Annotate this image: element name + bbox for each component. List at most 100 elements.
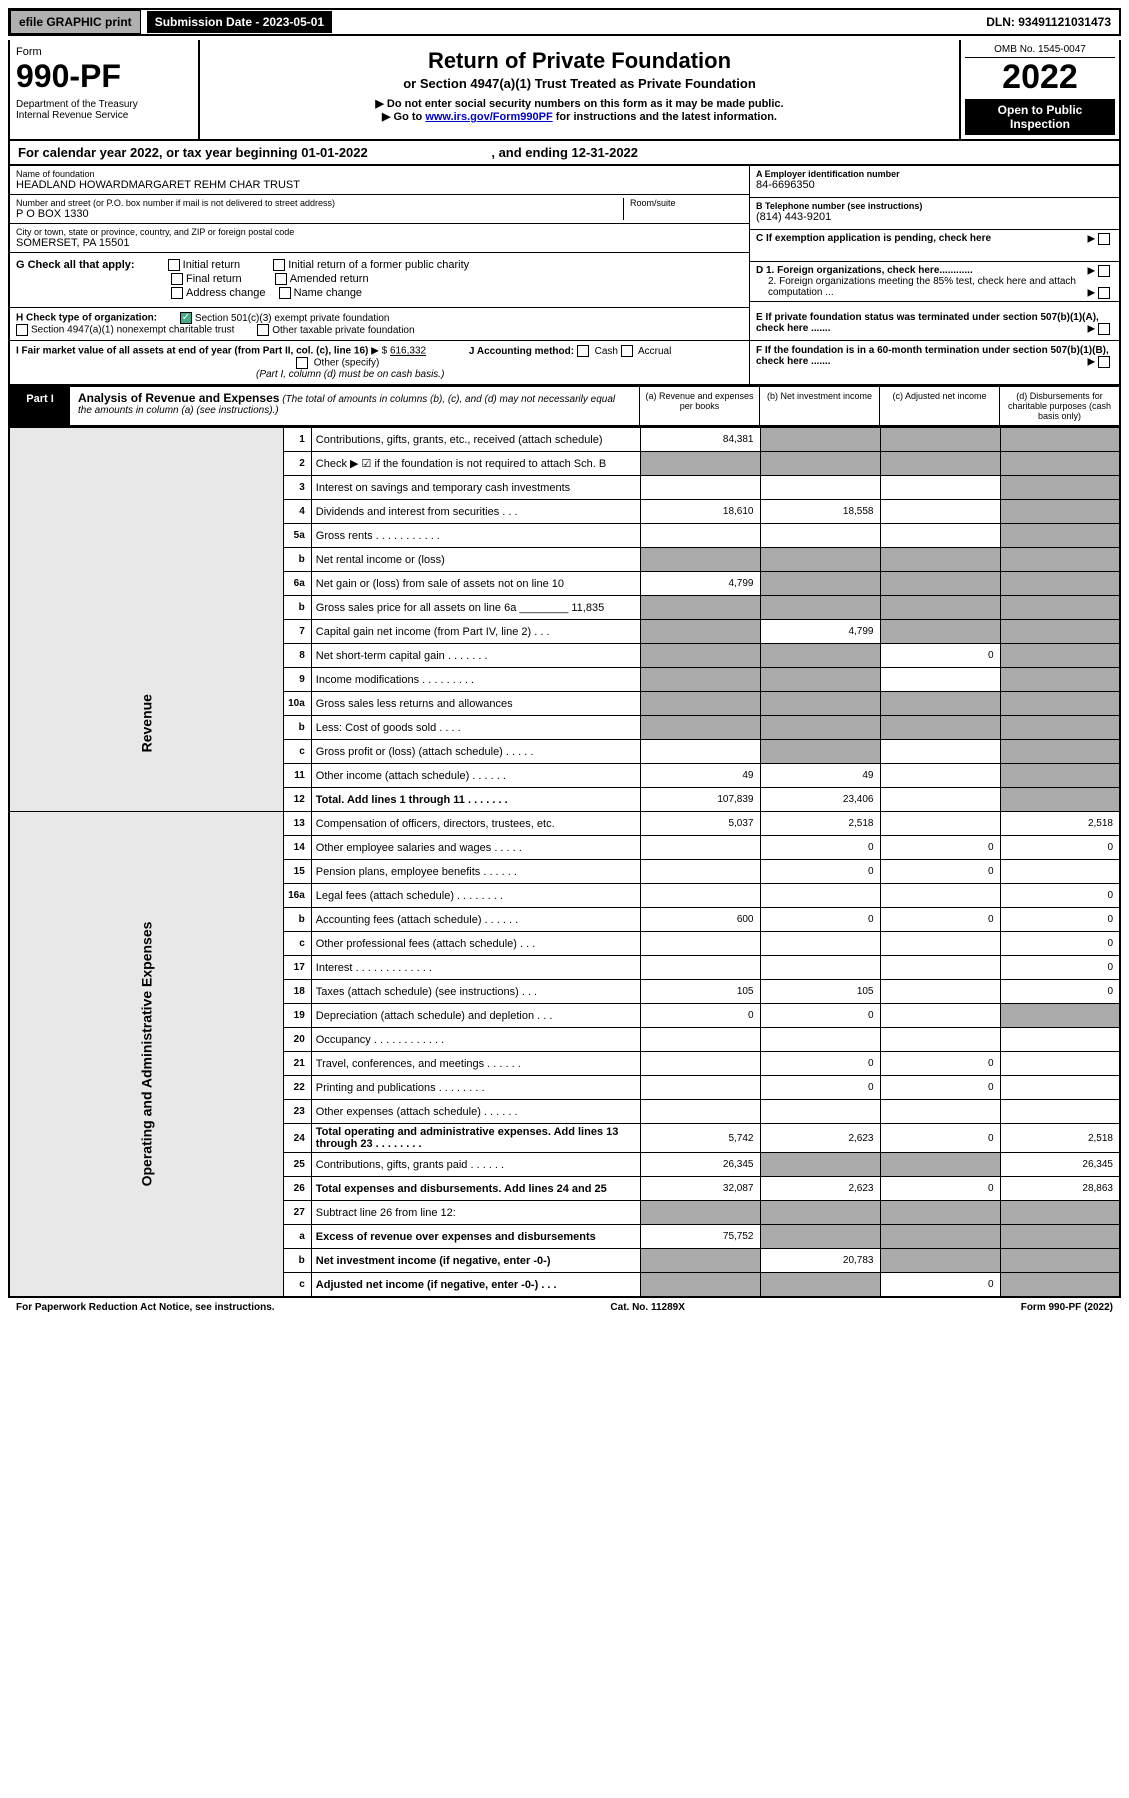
cal-mid: , and ending [488, 145, 572, 160]
row-desc: Gross rents . . . . . . . . . . . [311, 524, 640, 548]
cell-d [1000, 572, 1120, 596]
cell-a: 0 [640, 1004, 760, 1028]
i-value: 616,332 [390, 346, 426, 357]
row-number: c [283, 1273, 311, 1297]
row-number: b [283, 908, 311, 932]
cell-c [880, 452, 1000, 476]
cell-c [880, 812, 1000, 836]
cell-b [760, 452, 880, 476]
cell-d: 2,518 [1000, 1124, 1120, 1153]
cell-a: 75,752 [640, 1225, 760, 1249]
c-cell: C If exemption application is pending, c… [750, 230, 1119, 262]
cb-name[interactable] [279, 287, 291, 299]
cell-a: 105 [640, 980, 760, 1004]
cell-a [640, 1100, 760, 1124]
cb-other-acct[interactable] [296, 357, 308, 369]
year-begin: 01-01-2022 [301, 145, 368, 160]
cb-address[interactable] [171, 287, 183, 299]
cell-c [880, 692, 1000, 716]
header-right: OMB No. 1545-0047 2022 Open to Public In… [959, 40, 1119, 139]
cell-d [1000, 644, 1120, 668]
cb-d2[interactable] [1098, 287, 1110, 299]
cb-4947[interactable] [16, 324, 28, 336]
h3-label: Other taxable private foundation [272, 325, 414, 336]
irs-link[interactable]: www.irs.gov/Form990PF [425, 111, 552, 123]
cb-cash[interactable] [577, 345, 589, 357]
row-desc: Other professional fees (attach schedule… [311, 932, 640, 956]
row-number: 11 [283, 764, 311, 788]
row-number: 3 [283, 476, 311, 500]
cell-d [1000, 428, 1120, 452]
row-desc: Net gain or (loss) from sale of assets n… [311, 572, 640, 596]
row-number: 4 [283, 500, 311, 524]
row-desc: Less: Cost of goods sold . . . . [311, 716, 640, 740]
cell-c: 0 [880, 836, 1000, 860]
row-desc: Dividends and interest from securities .… [311, 500, 640, 524]
cell-b: 0 [760, 836, 880, 860]
row-desc: Income modifications . . . . . . . . . [311, 668, 640, 692]
foundation-addr: P O BOX 1330 [16, 208, 623, 220]
row-number: 22 [283, 1076, 311, 1100]
efile-button[interactable]: efile GRAPHIC print [10, 10, 141, 34]
row-desc: Capital gain net income (from Part IV, l… [311, 620, 640, 644]
cell-b [760, 572, 880, 596]
row-desc: Taxes (attach schedule) (see instruction… [311, 980, 640, 1004]
cb-final[interactable] [171, 273, 183, 285]
row-desc: Interest on savings and temporary cash i… [311, 476, 640, 500]
cell-a [640, 596, 760, 620]
row-number: 25 [283, 1153, 311, 1177]
cell-a: 5,037 [640, 812, 760, 836]
cell-b: 4,799 [760, 620, 880, 644]
cal-pre: For calendar year 2022, or tax year begi… [18, 145, 301, 160]
row-desc: Total expenses and disbursements. Add li… [311, 1177, 640, 1201]
cell-a [640, 884, 760, 908]
row-desc: Subtract line 26 from line 12: [311, 1201, 640, 1225]
cell-a [640, 1201, 760, 1225]
cb-d1[interactable] [1098, 265, 1110, 277]
calendar-year-row: For calendar year 2022, or tax year begi… [8, 141, 1121, 166]
row-number: 20 [283, 1028, 311, 1052]
cb-initial-former[interactable] [273, 259, 285, 271]
tel-label: B Telephone number (see instructions) [756, 201, 1113, 211]
row-desc: Printing and publications . . . . . . . … [311, 1076, 640, 1100]
h-label: H Check type of organization: [16, 313, 157, 324]
cell-d: 0 [1000, 836, 1120, 860]
cell-c: 0 [880, 1124, 1000, 1153]
row-number: b [283, 716, 311, 740]
form-subtitle: or Section 4947(a)(1) Trust Treated as P… [208, 76, 951, 91]
cell-a: 49 [640, 764, 760, 788]
opt-amended: Amended return [290, 273, 369, 285]
row-desc: Legal fees (attach schedule) . . . . . .… [311, 884, 640, 908]
row-desc: Contributions, gifts, grants, etc., rece… [311, 428, 640, 452]
cb-f[interactable] [1098, 356, 1110, 368]
form-number: 990-PF [16, 58, 192, 95]
cell-d [1000, 1225, 1120, 1249]
cell-c [880, 932, 1000, 956]
row-desc: Net investment income (if negative, ente… [311, 1249, 640, 1273]
row-desc: Other income (attach schedule) . . . . .… [311, 764, 640, 788]
foundation-name: HEADLAND HOWARDMARGARET REHM CHAR TRUST [16, 179, 743, 191]
row-desc: Depreciation (attach schedule) and deple… [311, 1004, 640, 1028]
row-number: 10a [283, 692, 311, 716]
row-desc: Excess of revenue over expenses and disb… [311, 1225, 640, 1249]
cell-a [640, 644, 760, 668]
row-desc: Other employee salaries and wages . . . … [311, 836, 640, 860]
form-title: Return of Private Foundation [208, 48, 951, 74]
row-desc: Total operating and administrative expen… [311, 1124, 640, 1153]
cell-c [880, 1153, 1000, 1177]
cell-c [880, 620, 1000, 644]
cb-other-tax[interactable] [257, 324, 269, 336]
cb-501c3[interactable] [180, 312, 192, 324]
cb-c[interactable] [1098, 233, 1110, 245]
cb-amended[interactable] [275, 273, 287, 285]
form-header: Form 990-PF Department of the Treasury I… [8, 40, 1121, 141]
tel-cell: B Telephone number (see instructions) (8… [750, 198, 1119, 230]
cb-initial[interactable] [168, 259, 180, 271]
cb-e[interactable] [1098, 323, 1110, 335]
cell-c: 0 [880, 644, 1000, 668]
cell-b: 0 [760, 1052, 880, 1076]
footer-right: Form 990-PF (2022) [1021, 1302, 1113, 1313]
row-number: 15 [283, 860, 311, 884]
cb-accrual[interactable] [621, 345, 633, 357]
cell-d [1000, 668, 1120, 692]
